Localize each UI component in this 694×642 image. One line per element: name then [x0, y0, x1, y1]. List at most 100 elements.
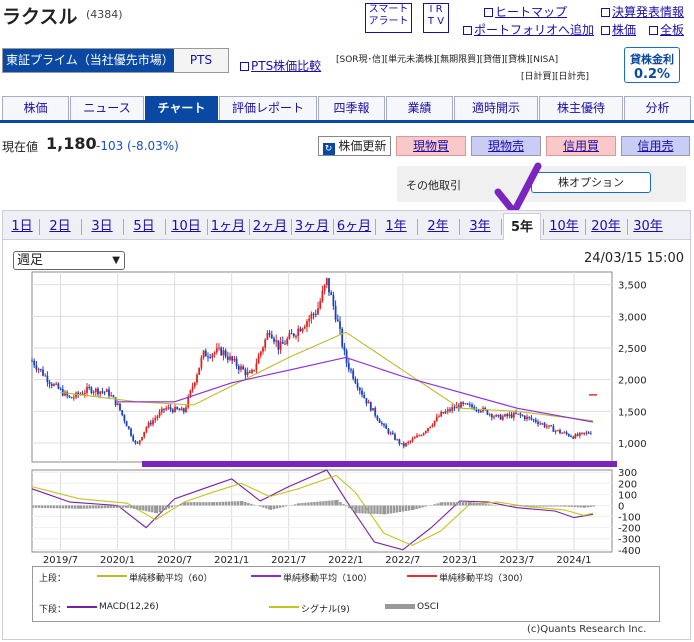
tab-news[interactable]: ニュース — [70, 96, 144, 120]
candle-body — [156, 416, 159, 419]
candle-body — [583, 432, 586, 434]
interval-select[interactable]: 週足 ▼ — [13, 251, 125, 270]
period-3[interactable]: 5日 — [133, 219, 155, 234]
candle-body — [543, 423, 546, 427]
period-14[interactable]: 20年 — [591, 219, 621, 234]
osci-bar — [351, 505, 354, 511]
osci-bar — [547, 505, 550, 507]
candle-body — [200, 357, 203, 368]
earnings-info-link[interactable]: 決算発表情報 — [601, 3, 684, 20]
period-9[interactable]: 1年 — [385, 219, 407, 234]
candle-body — [319, 301, 322, 309]
candle-body — [460, 402, 462, 408]
period-4[interactable]: 10日 — [171, 219, 201, 234]
ir-tv-button[interactable]: I R T V — [423, 3, 449, 33]
osci-bar — [440, 502, 444, 506]
add-portfolio-link[interactable]: ポートフォリオへ追加 — [463, 21, 594, 38]
candle-body — [334, 305, 337, 320]
candle-body — [369, 402, 372, 411]
period-6[interactable]: 2ヶ月 — [252, 219, 288, 234]
cash-sell-button[interactable]: 現物売 — [471, 136, 541, 156]
tab-chart[interactable]: チャート — [145, 96, 218, 120]
candle-body — [585, 432, 588, 434]
pts-compare-link[interactable]: PTS株価比較 — [240, 57, 321, 74]
candle-body — [231, 356, 234, 361]
candle-body — [519, 413, 522, 416]
legend-swatch-osci — [385, 604, 415, 609]
legend-macd: MACD(12,26) — [99, 602, 159, 612]
candle-body — [512, 412, 515, 418]
osci-bar — [68, 505, 71, 509]
osci-bar — [544, 505, 547, 507]
tab-shikiho[interactable]: 四季報 — [318, 96, 385, 120]
period-10[interactable]: 2年 — [427, 219, 449, 234]
candle-body — [330, 292, 333, 295]
candle-body — [552, 426, 555, 432]
tab-analysis[interactable]: 分析 — [624, 96, 691, 120]
osci-bar — [170, 505, 174, 508]
candle-body — [402, 443, 405, 447]
margin-buy-button[interactable]: 信用買 — [546, 136, 616, 156]
candle-body — [191, 386, 194, 391]
smart-alert-button[interactable]: スマート アラート — [365, 3, 412, 33]
tab-disclosure[interactable]: 適時開示 — [454, 96, 538, 120]
period-8[interactable]: 6ヶ月 — [336, 219, 372, 234]
osci-bar — [44, 505, 47, 508]
osci-bar — [348, 505, 351, 509]
osci-bar — [553, 505, 556, 507]
osci-bar — [265, 505, 268, 509]
osci-bar — [259, 505, 262, 507]
market-pts[interactable]: PTS — [174, 49, 228, 72]
osci-bar — [41, 505, 44, 508]
osci-bar — [404, 505, 408, 512]
portfolio-icon — [463, 26, 472, 35]
candle-body — [66, 391, 69, 396]
refresh-price-button[interactable]: ↻ 株価更新 — [318, 136, 391, 156]
period-0[interactable]: 1日 — [11, 219, 33, 234]
osci-bar — [367, 505, 370, 514]
candle-body — [427, 428, 429, 432]
period-1[interactable]: 2日 — [49, 219, 71, 234]
period-7[interactable]: 3ヶ月 — [294, 219, 330, 234]
osci-bar — [345, 505, 348, 507]
candle-body — [372, 408, 374, 411]
period-11[interactable]: 3年 — [469, 219, 491, 234]
candle-body — [484, 407, 487, 410]
tab-earnings[interactable]: 業績 — [386, 96, 453, 120]
candle-body — [257, 355, 260, 364]
cash-buy-button[interactable]: 現物買 — [396, 136, 466, 156]
candle-body — [246, 371, 249, 375]
period-13[interactable]: 10年 — [549, 219, 579, 234]
period-5[interactable]: 1ヶ月 — [210, 219, 246, 234]
osci-bar — [244, 501, 247, 506]
period-12[interactable]: 5年 — [503, 213, 541, 240]
full-board-link[interactable]: 全板 — [649, 21, 684, 38]
market-primary[interactable]: 東証プライム（当社優先市場） — [3, 49, 174, 72]
x-tick-label: 2023/1 — [442, 555, 477, 566]
tab-price[interactable]: 株価 — [2, 96, 69, 120]
osci-bar — [221, 501, 225, 506]
candle-body — [277, 340, 280, 350]
candle-body — [290, 333, 293, 335]
period-2[interactable]: 3日 — [91, 219, 113, 234]
heatmap-link[interactable]: ヒートマップ — [484, 3, 567, 20]
osci-bar — [130, 505, 133, 509]
osci-bar — [313, 501, 316, 506]
period-15[interactable]: 30年 — [633, 219, 663, 234]
stock-price-link[interactable]: 株価 — [601, 21, 636, 38]
osci-bar — [576, 505, 579, 508]
candle-body — [242, 366, 245, 370]
osci-bar — [449, 502, 453, 506]
tab-benefits[interactable]: 株主優待 — [539, 96, 623, 120]
tab-report[interactable]: 評価レポート — [219, 96, 317, 120]
candle-body — [220, 347, 223, 356]
osci-bar — [526, 505, 529, 507]
candle-body — [169, 407, 172, 410]
margin-sell-button[interactable]: 信用売 — [621, 136, 690, 156]
osci-bar — [586, 505, 589, 508]
x-tick-label: 2023/7 — [499, 555, 534, 566]
osci-bar — [50, 505, 53, 509]
osci-bar — [196, 502, 199, 506]
annotation-underline — [142, 461, 617, 467]
candle-body — [396, 439, 399, 441]
